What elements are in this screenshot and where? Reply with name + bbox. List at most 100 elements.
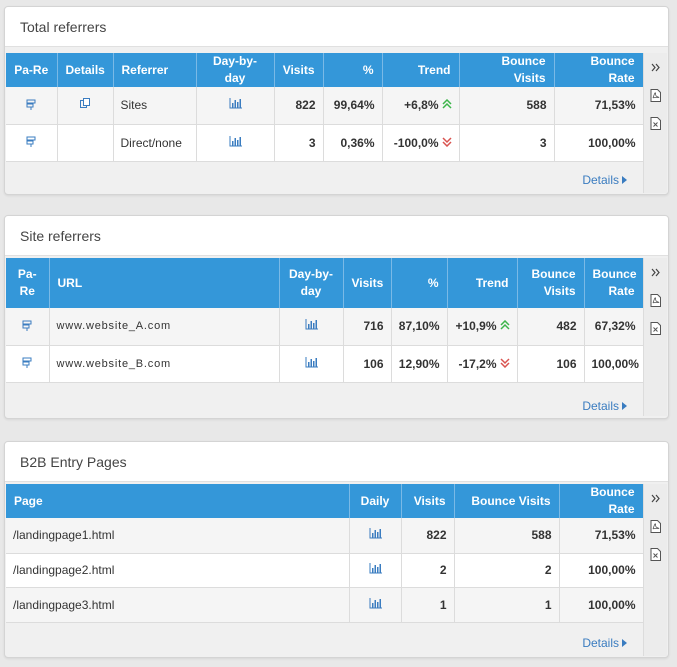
double-chevron-right-icon[interactable] — [644, 258, 667, 286]
visits-cell: 106 — [343, 345, 392, 383]
col-header-pare[interactable]: Pa-Re — [6, 258, 50, 308]
header-line: Bounce — [592, 267, 637, 281]
col-header-bounce-rate[interactable]: Bounce Rate — [584, 258, 644, 308]
bar-chart-icon[interactable] — [369, 597, 382, 609]
bounce-visits-cell: 1 — [454, 587, 560, 623]
visits-cell: 1 — [401, 587, 455, 623]
pare-cell — [6, 124, 58, 162]
details-link[interactable]: Details — [582, 173, 627, 187]
pare-cell — [6, 345, 50, 383]
pdf-export-icon[interactable] — [644, 286, 667, 314]
bounce-rate-cell: 100,00% — [559, 553, 644, 588]
col-header-bounce-visits[interactable]: Bounce Visits — [517, 258, 585, 308]
referrer-cell: Sites — [113, 87, 197, 125]
table-row: /landingpage2.html 2 2 100,00% — [6, 553, 644, 588]
details-cell — [57, 124, 114, 162]
trend-cell: -100,0% — [382, 124, 460, 162]
pdf-export-icon[interactable] — [644, 512, 667, 540]
header-line: Visits — [543, 284, 576, 298]
visits-cell: 2 — [401, 553, 455, 588]
bar-chart-icon[interactable] — [305, 356, 318, 368]
day-by-day-cell — [279, 308, 344, 346]
bounce-rate-cell: 67,32% — [584, 308, 644, 346]
bounce-visits-cell: 482 — [517, 308, 585, 346]
details-link-label: Details — [582, 173, 619, 187]
panel-title: Site referrers — [5, 216, 668, 256]
col-header-trend[interactable]: Trend — [447, 258, 518, 308]
site-referrers-panel: Site referrers Pa- Re URL Day-by-day Visi… — [4, 215, 669, 419]
col-header-pare[interactable]: Pa-Re — [6, 53, 58, 87]
percent-cell: 12,90% — [391, 345, 448, 383]
day-by-day-cell — [196, 124, 275, 162]
excel-export-icon[interactable] — [644, 540, 667, 568]
details-link[interactable]: Details — [582, 636, 627, 650]
col-header-day-by-day[interactable]: Day-by-day — [196, 53, 275, 87]
trend-cell: +10,9% — [447, 308, 518, 346]
col-header-visits[interactable]: Visits — [274, 53, 324, 87]
bounce-rate-cell: 100,00% — [554, 124, 644, 162]
referrer-cell: Direct/none — [113, 124, 197, 162]
url-cell: www.website_A.com — [49, 308, 280, 346]
bar-chart-icon[interactable] — [369, 563, 382, 574]
double-chevron-right-icon[interactable] — [644, 53, 667, 81]
visits-cell: 716 — [343, 308, 392, 346]
col-header-visits[interactable]: Visits — [343, 258, 392, 308]
total-referrers-panel: Total referrers Pa-Re Details Referrer D… — [4, 6, 669, 195]
side-toolbar — [643, 53, 667, 193]
col-header-url[interactable]: URL — [49, 258, 280, 308]
col-header-bounce-visits[interactable]: Bounce Visits — [454, 484, 560, 518]
col-header-daily[interactable]: Daily — [349, 484, 402, 518]
excel-export-icon[interactable] — [644, 314, 667, 342]
bounce-visits-cell: 106 — [517, 345, 585, 383]
col-header-percent[interactable]: % — [323, 53, 383, 87]
excel-export-icon[interactable] — [644, 109, 667, 137]
bar-chart-icon[interactable] — [369, 528, 382, 539]
pdf-export-icon[interactable] — [644, 81, 667, 109]
pa-re-icon[interactable] — [25, 135, 37, 147]
col-header-referrer[interactable]: Referrer — [113, 53, 197, 87]
percent-cell: 99,64% — [323, 87, 383, 125]
trend-cell: -17,2% — [447, 345, 518, 383]
copy-details-icon[interactable] — [79, 97, 92, 110]
col-header-bounce-rate[interactable]: Bounce Rate — [554, 53, 644, 87]
double-chevron-down-icon — [441, 136, 452, 150]
pa-re-icon[interactable] — [21, 319, 33, 331]
caret-right-icon — [622, 176, 627, 184]
col-header-bounce-visits[interactable]: Bounce Visits — [459, 53, 555, 87]
pa-re-icon[interactable] — [21, 356, 33, 368]
bounce-visits-cell: 3 — [459, 124, 555, 162]
bounce-visits-cell: 2 — [454, 553, 560, 588]
col-header-trend[interactable]: Trend — [382, 53, 460, 87]
pare-cell — [6, 308, 50, 346]
trend-value: -100,0% — [393, 135, 439, 150]
bounce-visits-cell: 588 — [454, 518, 560, 554]
pa-re-icon[interactable] — [25, 98, 37, 110]
header-line: Pa- — [17, 267, 37, 281]
table-row: Sites 822 99,64% +6,8% 588 71,53% — [6, 87, 644, 125]
bounce-rate-cell: 71,53% — [559, 518, 644, 554]
col-header-visits[interactable]: Visits — [401, 484, 455, 518]
table-row: Direct/none 3 0,36% -100,0% 3 100,00% — [6, 124, 644, 162]
b2b-entry-pages-panel: B2B Entry Pages Page Daily Visits Bounce… — [4, 441, 669, 658]
daily-cell — [349, 518, 402, 554]
header-line: Bounce — [531, 267, 576, 281]
bar-chart-icon[interactable] — [229, 98, 242, 109]
day-by-day-cell — [196, 87, 275, 125]
table-row: /landingpage3.html 1 1 100,00% — [6, 587, 644, 623]
col-header-percent[interactable]: % — [391, 258, 448, 308]
visits-cell: 822 — [401, 518, 455, 554]
double-chevron-right-icon[interactable] — [644, 484, 667, 512]
bounce-rate-cell: 100,00% — [559, 587, 644, 623]
col-header-page[interactable]: Page — [6, 484, 350, 518]
bar-chart-icon[interactable] — [229, 135, 242, 147]
trend-cell: +6,8% — [382, 87, 460, 125]
col-header-details[interactable]: Details — [57, 53, 114, 87]
trend-value: +6,8% — [404, 98, 439, 113]
page-cell: /landingpage3.html — [6, 587, 350, 623]
details-link[interactable]: Details — [582, 399, 627, 413]
bar-chart-icon[interactable] — [305, 319, 318, 330]
col-header-bounce-rate[interactable]: Bounce Rate — [559, 484, 644, 518]
site-referrers-table: Pa- Re URL Day-by-day Visits % Trend Boun… — [6, 258, 644, 383]
table-row: www.website_A.com 716 87,10% +10,9% 482 … — [6, 308, 644, 346]
col-header-day-by-day[interactable]: Day-by-day — [279, 258, 344, 308]
